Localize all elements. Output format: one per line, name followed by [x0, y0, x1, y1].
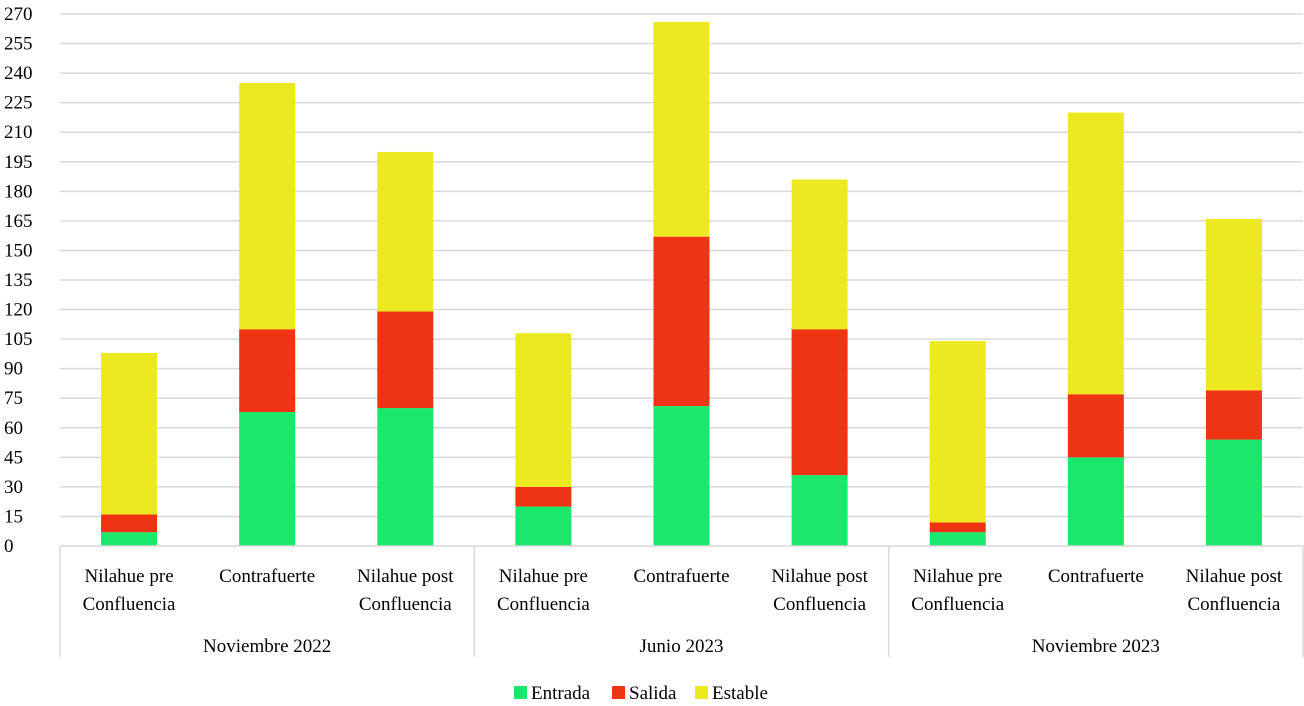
- x-category-label: Nilahue pre Confluencia: [497, 566, 590, 615]
- legend: Entrada Salida Estable: [514, 683, 768, 704]
- bar-segment-estable: [239, 82, 296, 330]
- x-category-label: Nilahue post Confluencia: [1186, 566, 1283, 615]
- x-category-label: Contrafuerte: [1048, 566, 1144, 587]
- y-tick-label: 30: [4, 477, 23, 498]
- bar-segment-entrada: [1205, 439, 1262, 546]
- y-tick-label: 240: [4, 63, 33, 84]
- bar-segment-salida: [377, 311, 434, 409]
- y-tick-label: 135: [4, 270, 33, 291]
- x-group-label: Noviembre 2023: [1032, 636, 1160, 657]
- y-tick-label: 75: [4, 388, 23, 409]
- bar-segment-entrada: [239, 412, 296, 546]
- x-axis: Nilahue pre Confluencia Contrafuerte Nilahu…: [59, 545, 1304, 657]
- bar-segment-estable: [377, 151, 434, 312]
- x-category-label: Nilahue post Confluencia: [771, 566, 868, 615]
- legend-label: Estable: [712, 683, 768, 704]
- y-tick-label: 105: [4, 329, 33, 350]
- bar-segment-entrada: [791, 475, 848, 546]
- bar-segment-estable: [791, 179, 848, 330]
- x-group-label: Junio 2023: [640, 636, 724, 657]
- y-tick-label: 165: [4, 211, 33, 232]
- bar-segment-salida: [515, 486, 572, 507]
- bar-segment-entrada: [377, 408, 434, 546]
- y-tick-label: 0: [4, 536, 14, 557]
- y-tick-label: 120: [4, 300, 33, 321]
- bar-segment-salida: [101, 514, 158, 533]
- bar-segment-entrada: [653, 406, 710, 546]
- x-category-label: Nilahue post Confluencia: [357, 566, 454, 615]
- bar-segment-salida: [653, 236, 710, 407]
- bar-segment-salida: [239, 329, 296, 413]
- legend-swatch-estable: [695, 686, 708, 699]
- y-tick-label: 150: [4, 240, 33, 261]
- legend-label: Salida: [629, 683, 677, 704]
- y-tick-label: 225: [4, 93, 33, 114]
- legend-swatch-entrada: [514, 686, 527, 699]
- y-tick-label: 195: [4, 152, 33, 173]
- bar-segment-estable: [101, 352, 158, 515]
- bar-segment-salida: [791, 329, 848, 476]
- y-tick-label: 45: [4, 447, 23, 468]
- bar-segment-estable: [929, 341, 986, 523]
- x-group-label: Noviembre 2022: [203, 636, 331, 657]
- x-category-label: Nilahue pre Confluencia: [83, 566, 176, 615]
- legend-swatch-salida: [612, 686, 625, 699]
- bars: [101, 21, 1262, 546]
- y-tick-label: 90: [4, 359, 23, 380]
- bar-segment-entrada: [515, 506, 572, 546]
- bar-segment-entrada: [1067, 457, 1124, 546]
- bar-segment-salida: [1067, 394, 1124, 458]
- bar-segment-salida: [1205, 390, 1262, 440]
- bar-segment-entrada: [929, 532, 986, 546]
- legend-label: Entrada: [531, 683, 591, 704]
- y-tick-label: 210: [4, 122, 33, 143]
- bar-segment-estable: [1067, 112, 1124, 395]
- bar-segment-estable: [1205, 218, 1262, 391]
- bar-segment-estable: [515, 333, 572, 487]
- y-tick-label: 180: [4, 181, 33, 202]
- bar-segment-entrada: [101, 532, 158, 546]
- x-category-label: Nilahue pre Confluencia: [911, 566, 1004, 615]
- y-tick-label: 255: [4, 34, 33, 55]
- bar-segment-salida: [929, 522, 986, 533]
- x-category-label: Contrafuerte: [633, 566, 729, 587]
- x-category-label: Contrafuerte: [219, 566, 315, 587]
- y-axis: 0 15 30 45 60 75 90 105 120 135 150 165 180 195 210 225…: [4, 4, 33, 557]
- y-tick-label: 60: [4, 418, 23, 439]
- bar-segment-estable: [653, 21, 710, 237]
- y-tick-label: 15: [4, 506, 23, 527]
- y-tick-label: 270: [4, 4, 33, 25]
